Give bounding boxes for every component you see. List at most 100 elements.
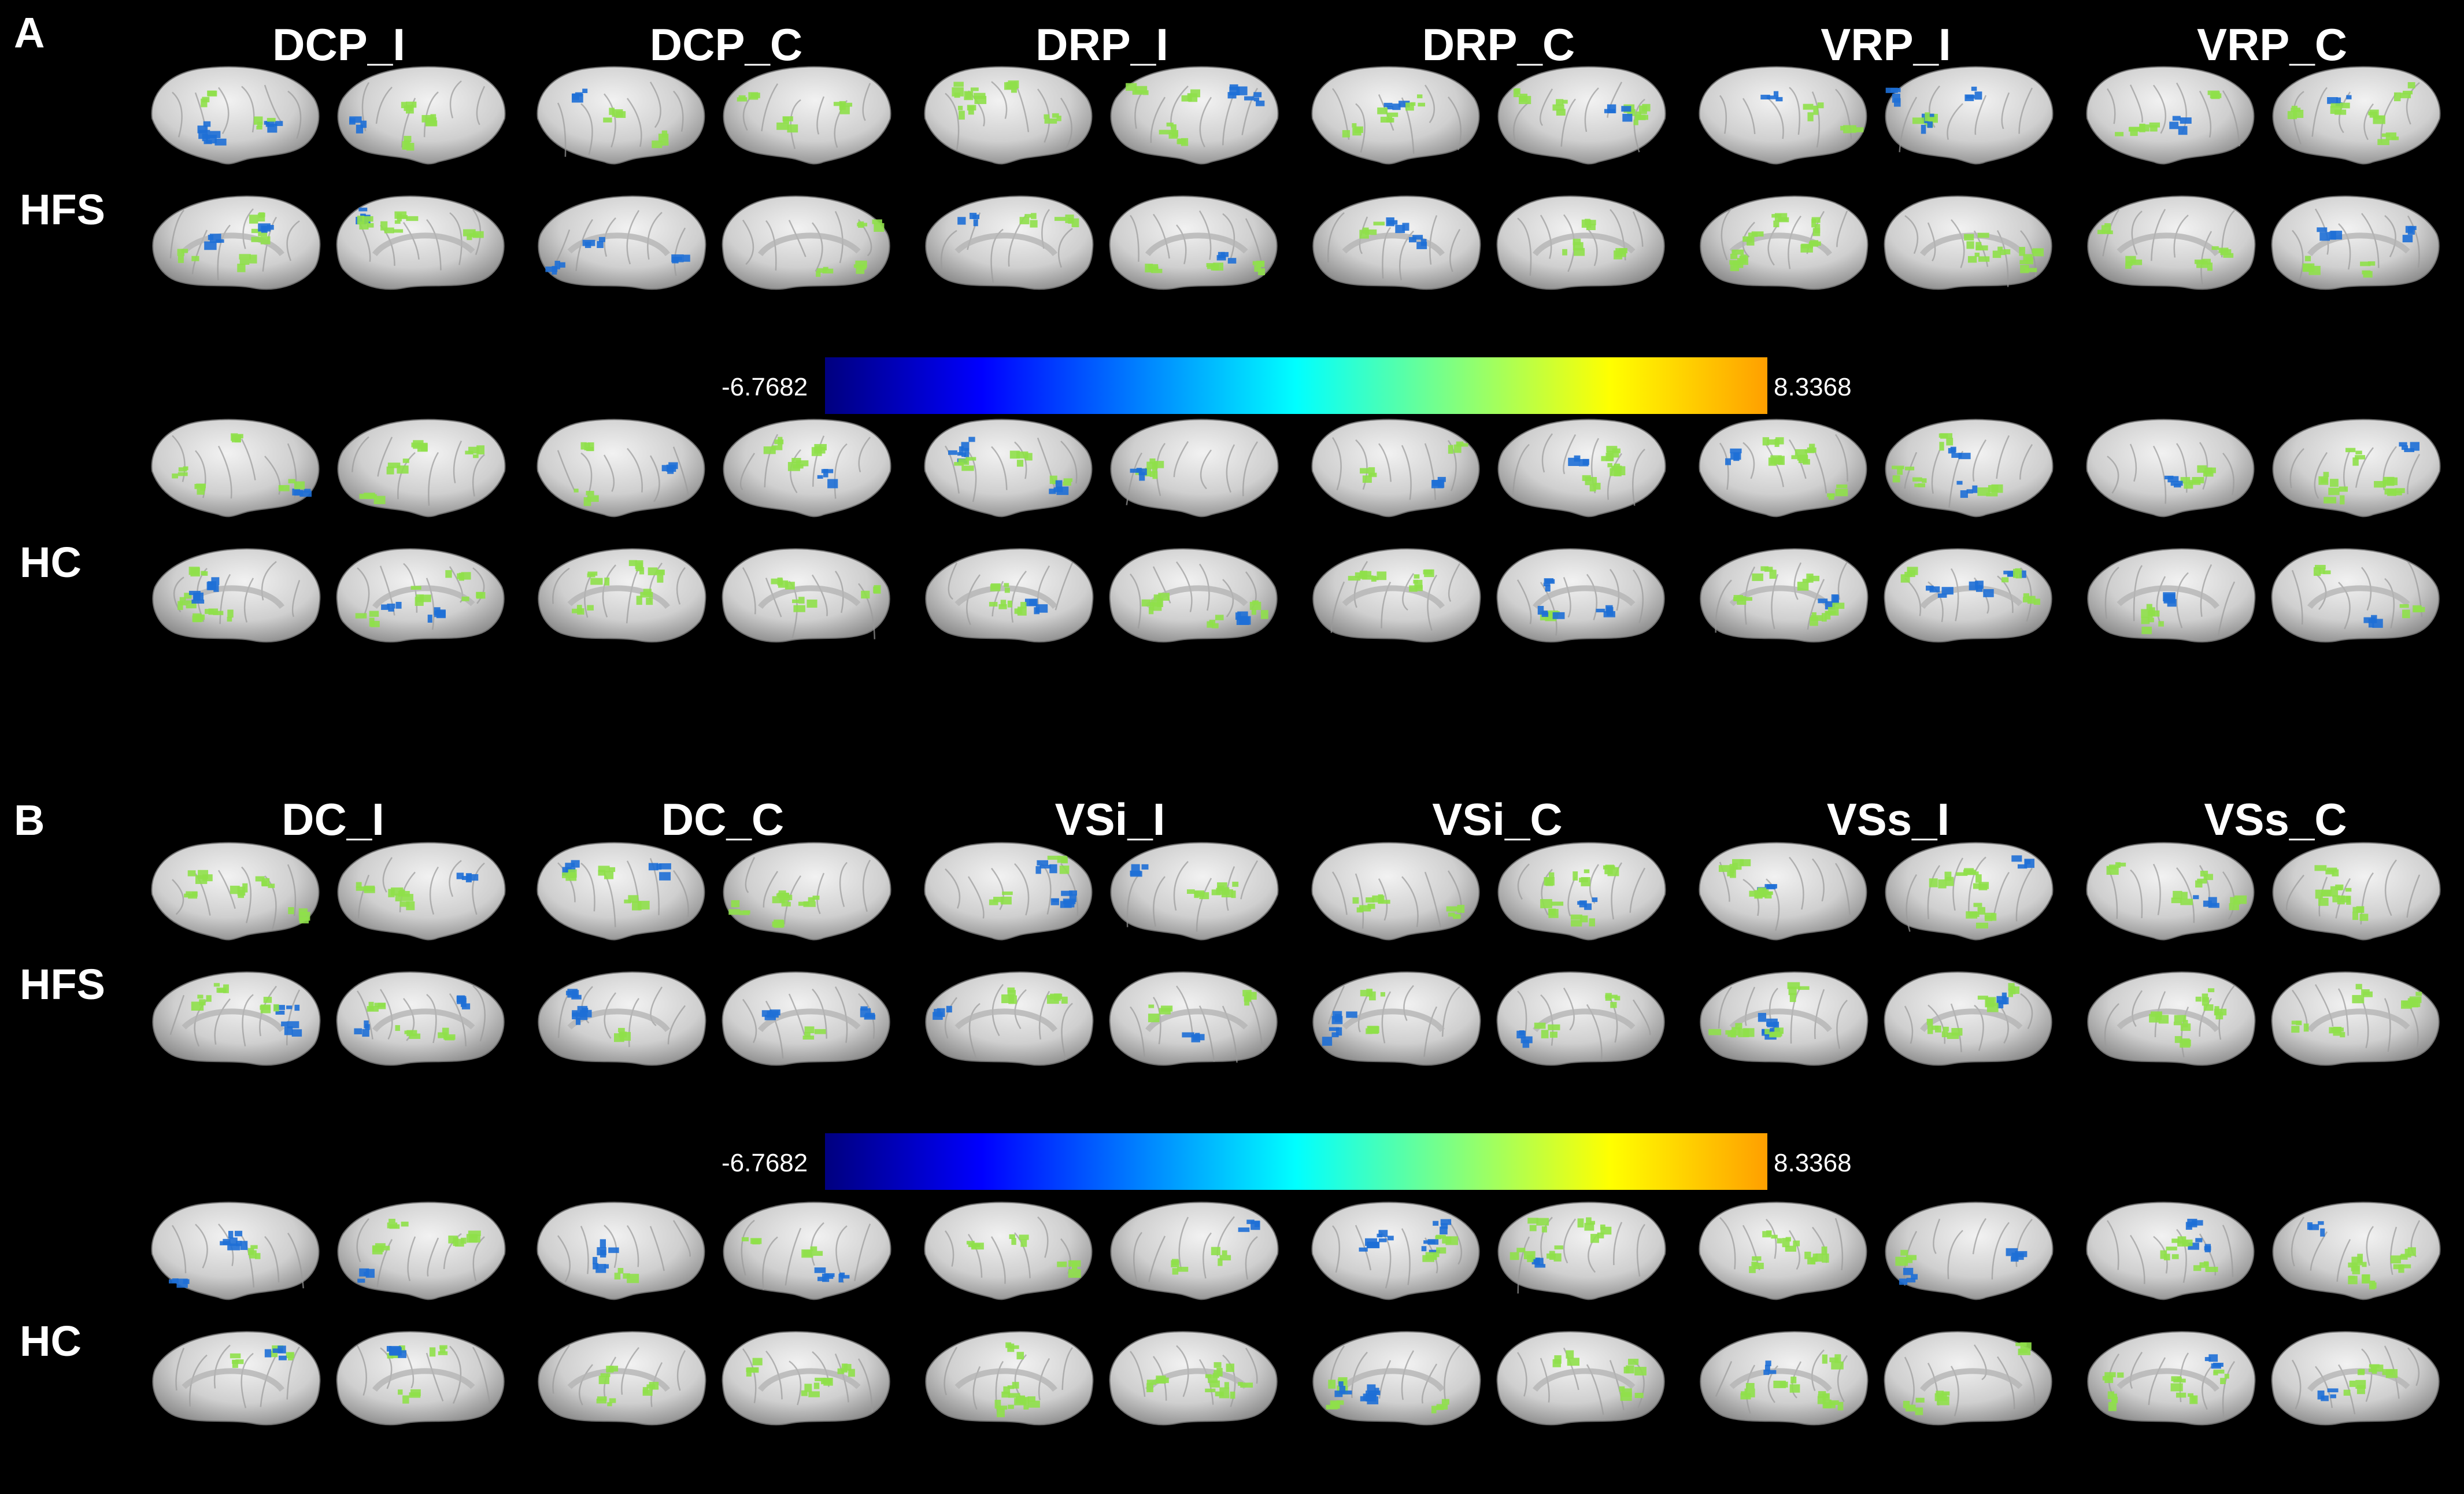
- brain-lateral-right: [337, 842, 506, 941]
- brain-medial-left: [925, 195, 1094, 290]
- column-title: DCP_I: [272, 19, 405, 70]
- brain-lateral-right: [2272, 419, 2441, 517]
- brain-lateral-right: [1110, 419, 1279, 517]
- row-label: HFS: [20, 960, 105, 1008]
- brain-medial-left: [925, 548, 1094, 643]
- brain-medial-right: [336, 971, 505, 1066]
- column-title: VRP_C: [2196, 19, 2348, 70]
- brain-lateral-right: [2272, 66, 2441, 165]
- brain-lateral-left: [924, 842, 1093, 941]
- brain-lateral-right: [337, 66, 506, 165]
- brain-medial-right: [1496, 1331, 1665, 1426]
- brain-medial-left: [538, 548, 706, 643]
- brain-lateral-right: [723, 842, 891, 941]
- brain-medial-right: [1884, 971, 2052, 1066]
- panel-letter: A: [14, 9, 45, 57]
- brain-lateral-left: [537, 66, 705, 165]
- brain-lateral-left: [2086, 1201, 2255, 1300]
- brain-medial-right: [336, 548, 505, 643]
- brain-lateral-right: [2272, 842, 2441, 941]
- panel-a: A DCP_I DCP_C DRP_I DRP_C VRP_I VRP_C HF…: [14, 9, 2441, 643]
- brain-lateral-left: [1311, 419, 1480, 517]
- column-title: DCP_C: [649, 19, 803, 70]
- brain-medial-left: [1700, 971, 1869, 1066]
- column-title: DRP_I: [1035, 19, 1168, 70]
- brain-lateral-right: [337, 1201, 506, 1300]
- brain-lateral-right: [1497, 419, 1666, 517]
- brain-lateral-right: [1885, 1201, 2054, 1300]
- brain-medial-left: [1312, 971, 1481, 1066]
- brain-medial-right: [1109, 548, 1278, 643]
- brain-lateral-right: [2272, 1201, 2441, 1300]
- brain-medial-left: [1700, 548, 1869, 643]
- colorbar-max-label: 8.3368: [1774, 373, 1852, 401]
- column-title: DC_C: [661, 794, 785, 845]
- brain-medial-left: [538, 971, 706, 1066]
- brain-grid: [151, 66, 2441, 643]
- brain-medial-right: [336, 1331, 505, 1426]
- brain-medial-left: [152, 971, 321, 1066]
- brain-lateral-left: [1699, 842, 1867, 941]
- brain-lateral-right: [1497, 842, 1666, 941]
- brain-lateral-left: [2086, 842, 2255, 941]
- brain-lateral-right: [1885, 419, 2054, 517]
- brain-medial-left: [1312, 195, 1481, 290]
- brain-lateral-left: [537, 842, 705, 941]
- brain-lateral-left: [1699, 66, 1867, 165]
- brain-lateral-right: [1497, 1201, 1666, 1300]
- brain-lateral-left: [924, 66, 1093, 165]
- brain-lateral-right: [723, 66, 891, 165]
- brain-lateral-right: [1497, 66, 1666, 165]
- brain-medial-right: [722, 971, 890, 1066]
- column-title: DRP_C: [1422, 19, 1575, 70]
- brain-lateral-left: [1699, 1201, 1867, 1300]
- brain-medial-right: [1496, 195, 1665, 290]
- brain-medial-right: [1109, 971, 1278, 1066]
- brain-lateral-left: [2086, 419, 2255, 517]
- brain-lateral-left: [924, 419, 1093, 517]
- brain-medial-right: [1884, 548, 2052, 643]
- brain-lateral-right: [1885, 842, 2054, 941]
- brain-medial-right: [722, 195, 890, 290]
- column-title: VSs_C: [2204, 794, 2347, 845]
- colorbar-min-label: -6.7682: [722, 1149, 808, 1177]
- brain-lateral-left: [1311, 1201, 1480, 1300]
- colorbar-max-label: 8.3368: [1774, 1149, 1852, 1177]
- brain-medial-right: [1884, 195, 2052, 290]
- brain-medial-right: [1884, 1331, 2052, 1426]
- brain-lateral-right: [1110, 1201, 1279, 1300]
- brain-medial-left: [925, 971, 1094, 1066]
- brain-medial-left: [538, 195, 706, 290]
- column-title: VSs_I: [1826, 794, 1950, 845]
- brain-lateral-right: [1110, 842, 1279, 941]
- colorbar: [825, 1133, 1767, 1190]
- brain-medial-right: [1496, 548, 1665, 643]
- brain-lateral-right: [723, 419, 891, 517]
- brain-lateral-right: [337, 419, 506, 517]
- panel-letter: B: [14, 796, 45, 844]
- brain-medial-left: [2087, 1331, 2256, 1426]
- brain-medial-right: [1109, 195, 1278, 290]
- brain-medial-right: [722, 548, 890, 643]
- brain-grid: [151, 842, 2441, 1426]
- brain-medial-left: [2087, 195, 2256, 290]
- brain-lateral-left: [151, 419, 320, 517]
- brain-lateral-left: [537, 1201, 705, 1300]
- column-title: VRP_I: [1821, 19, 1951, 70]
- brain-medial-left: [2087, 548, 2256, 643]
- brain-lateral-right: [723, 1201, 891, 1300]
- row-label: HFS: [20, 186, 105, 234]
- brain-medial-left: [925, 1331, 1094, 1426]
- brain-medial-right: [2271, 971, 2440, 1066]
- brain-medial-left: [1700, 1331, 1869, 1426]
- colorbar-min-label: -6.7682: [722, 373, 808, 401]
- brain-medial-right: [2271, 1331, 2440, 1426]
- brain-medial-left: [152, 1331, 321, 1426]
- brain-lateral-left: [151, 1201, 320, 1300]
- column-title: VSi_I: [1055, 794, 1166, 845]
- brain-medial-left: [1312, 1331, 1481, 1426]
- panel-b: B DC_I DC_C VSi_I VSi_C VSs_I VSs_C HFS …: [0, 747, 2464, 1494]
- brain-lateral-right: [1885, 66, 2054, 165]
- brain-lateral-left: [1311, 842, 1480, 941]
- brain-medial-right: [722, 1331, 890, 1426]
